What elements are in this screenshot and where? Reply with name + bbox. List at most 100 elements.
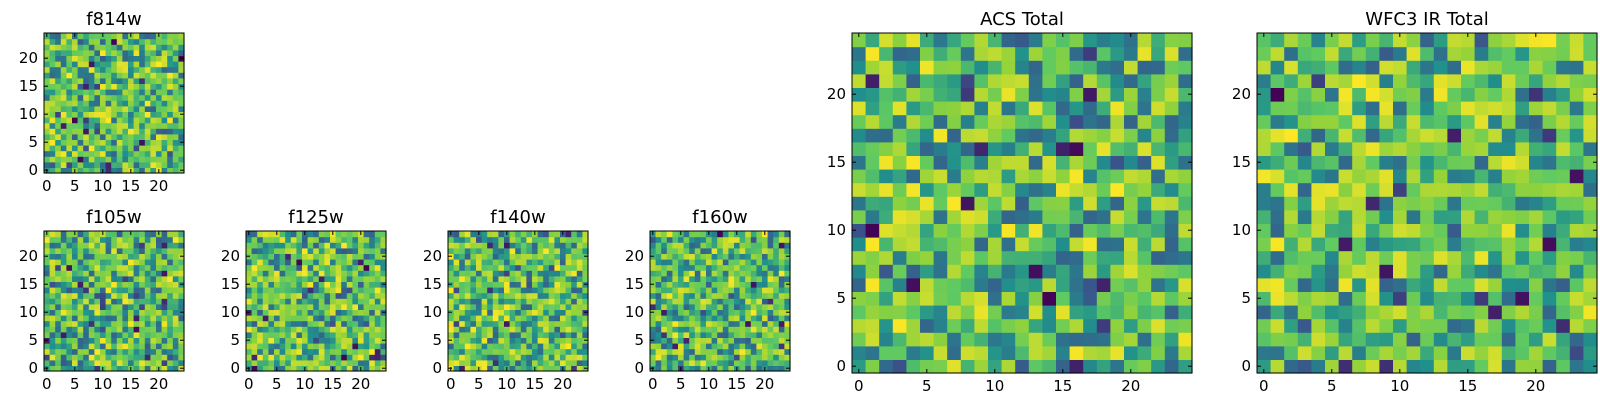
heatmap-cell <box>262 331 269 338</box>
heatmap-cell <box>728 287 735 294</box>
heatmap-cell <box>661 326 668 333</box>
heatmap-cell <box>1270 332 1285 347</box>
heatmap-cell <box>44 354 51 361</box>
heatmap-cell <box>739 259 746 266</box>
heatmap-cell <box>784 231 791 238</box>
heatmap-cell <box>139 161 146 168</box>
heatmap-cell <box>324 315 331 322</box>
heatmap-cell <box>105 72 112 79</box>
heatmap-cell <box>161 55 168 62</box>
heatmap-cell <box>865 33 880 48</box>
heatmap-cell <box>1001 305 1016 320</box>
heatmap-cell <box>144 259 151 266</box>
heatmap-cell <box>122 111 129 118</box>
heatmap-cell <box>246 348 253 355</box>
heatmap-cell <box>268 231 275 238</box>
heatmap-cell <box>1501 318 1516 333</box>
heatmap-cell <box>352 303 359 310</box>
heatmap-cell <box>565 292 572 299</box>
heatmap-cell <box>1270 101 1285 116</box>
heatmap-cell <box>571 303 578 310</box>
heatmap-cell <box>717 298 724 305</box>
heatmap-cell <box>139 83 146 90</box>
heatmap-cell <box>1042 264 1057 279</box>
heatmap-cell <box>532 253 539 260</box>
heatmap-cell <box>116 247 123 254</box>
heatmap-cell <box>296 359 303 366</box>
heatmap-cell <box>1338 196 1353 211</box>
heatmap-cell <box>745 303 752 310</box>
heatmap-cell <box>700 247 707 254</box>
heatmap-cell <box>66 66 73 73</box>
heatmap-cell <box>453 354 460 361</box>
heatmap-cell <box>576 287 583 294</box>
heatmap-cell <box>1569 46 1584 61</box>
heatmap-cell <box>66 270 73 277</box>
heatmap-cell <box>1257 237 1272 252</box>
heatmap-cell <box>150 365 157 372</box>
heatmap-cell <box>1284 46 1299 61</box>
heatmap-cell <box>576 359 583 366</box>
heatmap-cell <box>1406 101 1421 116</box>
heatmap-cell <box>548 259 555 266</box>
heatmap-cell <box>307 247 314 254</box>
heatmap-cell <box>105 320 112 327</box>
heatmap-cell <box>1124 87 1139 102</box>
heatmap-cell <box>700 298 707 305</box>
heatmap-cell <box>672 309 679 316</box>
heatmap-cell <box>650 326 657 333</box>
heatmap-cell <box>650 348 657 355</box>
heatmap-cell <box>380 292 387 299</box>
heatmap-cell <box>750 270 757 277</box>
heatmap-cell <box>257 343 264 350</box>
heatmap-cell <box>72 331 79 338</box>
heatmap-cell <box>352 275 359 282</box>
heatmap-cell <box>318 275 325 282</box>
heatmap-cell <box>139 72 146 79</box>
heatmap-cell <box>302 326 309 333</box>
heatmap-cell <box>476 292 483 299</box>
heatmap-cell <box>1001 87 1016 102</box>
heatmap-cell <box>346 348 353 355</box>
heatmap-cell <box>672 236 679 243</box>
y-tick-label: 10 <box>19 303 38 321</box>
heatmap-cell <box>285 298 292 305</box>
heatmap-cell <box>122 259 129 266</box>
heatmap-cell <box>1069 46 1084 61</box>
heatmap-cell <box>144 77 151 84</box>
heatmap-cell <box>879 46 894 61</box>
heatmap-cell <box>520 331 527 338</box>
heatmap-cell <box>274 259 281 266</box>
x-tick-label: 10 <box>295 375 314 393</box>
heatmap-cell <box>66 38 73 45</box>
heatmap-cell <box>330 348 337 355</box>
heatmap-cell <box>1311 182 1326 197</box>
heatmap-cell <box>352 281 359 288</box>
heatmap-cell <box>543 292 550 299</box>
heatmap-cell <box>94 49 101 56</box>
heatmap-cell <box>470 236 477 243</box>
heatmap-cell <box>960 209 975 224</box>
heatmap-cell <box>509 359 516 366</box>
heatmap-cell <box>960 223 975 238</box>
heatmap-cell <box>358 343 365 350</box>
heatmap-cell <box>363 264 370 271</box>
heatmap-cell <box>773 359 780 366</box>
heatmap-cell <box>83 111 90 118</box>
heatmap-cell <box>352 253 359 260</box>
x-tick-label: 15 <box>323 375 342 393</box>
heatmap-cell <box>178 72 185 79</box>
heatmap-cell <box>167 145 174 152</box>
heatmap-cell <box>509 270 516 277</box>
heatmap-cell <box>734 354 741 361</box>
heatmap-cell <box>330 287 337 294</box>
heatmap-cell <box>515 264 522 271</box>
heatmap-cell <box>526 359 533 366</box>
heatmap-cell <box>784 242 791 249</box>
heatmap-cell <box>734 359 741 366</box>
heatmap-cell <box>1257 223 1272 238</box>
heatmap-cell <box>1325 114 1340 129</box>
heatmap-cell <box>318 303 325 310</box>
heatmap-cell <box>156 309 163 316</box>
heatmap-cell <box>150 77 157 84</box>
